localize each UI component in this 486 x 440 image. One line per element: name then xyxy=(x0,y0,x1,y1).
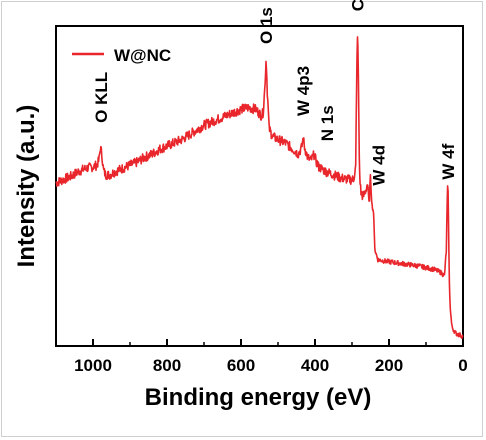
x-axis-label: Binding energy (eV) xyxy=(145,384,372,411)
series-line-w-nc xyxy=(55,36,464,340)
peak-label: N 1s xyxy=(318,105,337,141)
peak-annotations: O KLL O 1s W 4p3 N 1s C 1s W 4d W 4f xyxy=(92,0,458,186)
x-tick-label: 800 xyxy=(153,356,181,375)
x-tick-label: 400 xyxy=(301,356,329,375)
peak-label: W 4p3 xyxy=(294,66,313,116)
peak-label: C 1s xyxy=(349,0,368,11)
x-tick-label: 0 xyxy=(458,356,467,375)
plot-area xyxy=(55,25,464,347)
x-tick-label: 600 xyxy=(227,356,255,375)
peak-label: W 4f xyxy=(439,143,458,179)
legend: W@NC xyxy=(72,46,171,65)
legend-label: W@NC xyxy=(114,46,171,65)
x-tick-label: 1000 xyxy=(74,356,112,375)
x-axis-ticks: 1000 800 600 400 200 0 xyxy=(55,339,468,375)
peak-label: W 4d xyxy=(370,145,389,186)
peak-label: O 1s xyxy=(257,7,276,44)
peak-label: O KLL xyxy=(92,72,111,123)
y-axis-label: Intensity (a.u.) xyxy=(13,105,40,268)
x-tick-label: 200 xyxy=(375,356,403,375)
